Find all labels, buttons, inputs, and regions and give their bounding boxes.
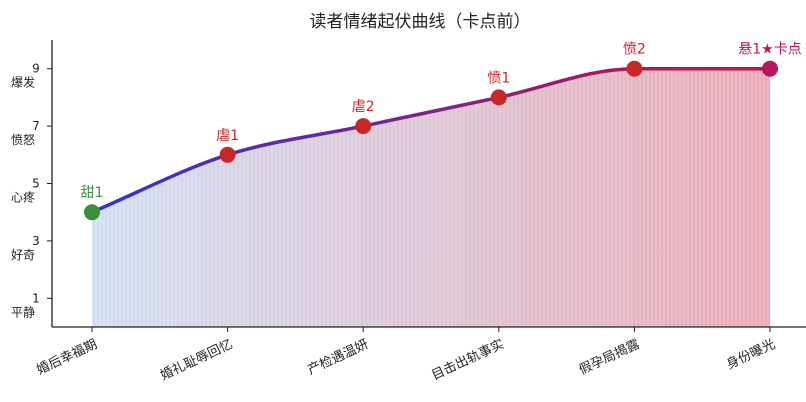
data-point [84, 204, 100, 221]
data-point [355, 118, 372, 135]
data-points [84, 60, 778, 221]
y-tick-value: 3 [32, 234, 40, 248]
emotion-curve-line [90, 66, 772, 214]
y-tick-value: 9 [32, 62, 40, 76]
data-point-label: 愤2 [623, 42, 646, 58]
x-tick-label: 产检遇温妍 [306, 337, 371, 378]
x-tick-label: 婚后幸福期 [34, 337, 99, 378]
area-fill [92, 68, 770, 327]
y-tick-label: 好奇 [11, 248, 35, 262]
data-point-label: 悬1★卡点 [738, 42, 801, 58]
x-tick-label: 假孕局揭露 [577, 337, 642, 378]
data-point [762, 60, 778, 77]
data-point [626, 60, 643, 77]
data-point-label: 虐1 [216, 128, 239, 144]
x-tick-label: 婚礼耻辱回忆 [158, 336, 235, 383]
y-tick-label: 平静 [11, 305, 35, 319]
y-tick-value: 7 [32, 119, 40, 133]
curve-layer [90, 66, 772, 214]
area-fill-path [92, 68, 770, 327]
y-tick-label: 爆发 [11, 75, 35, 90]
data-point [219, 146, 236, 163]
data-point-label: 愤1 [487, 70, 510, 86]
x-tick-label: 目击出轨事实 [429, 337, 506, 384]
y-ticks: 1平静 3好奇 5心疼 7愤怒 9爆发 [11, 62, 52, 319]
y-tick-label: 心疼 [11, 190, 35, 205]
point-labels: 甜1 虐1 虐2 愤1 愤2 悬1★卡点 [81, 42, 802, 201]
data-point [490, 89, 507, 106]
x-tick-label: 身份曝光 [724, 336, 778, 372]
data-point-label: 虐2 [352, 99, 375, 115]
data-point-label: 甜1 [81, 185, 104, 201]
y-tick-value: 5 [32, 177, 40, 191]
x-ticks: 婚后幸福期 婚礼耻辱回忆 产检遇温妍 目击出轨事实 假孕局揭露 身份曝光 [34, 327, 778, 384]
chart-title: 读者情绪起伏曲线（卡点前） [310, 12, 531, 32]
y-tick-value: 1 [32, 291, 40, 305]
y-tick-label: 愤怒 [11, 132, 35, 147]
